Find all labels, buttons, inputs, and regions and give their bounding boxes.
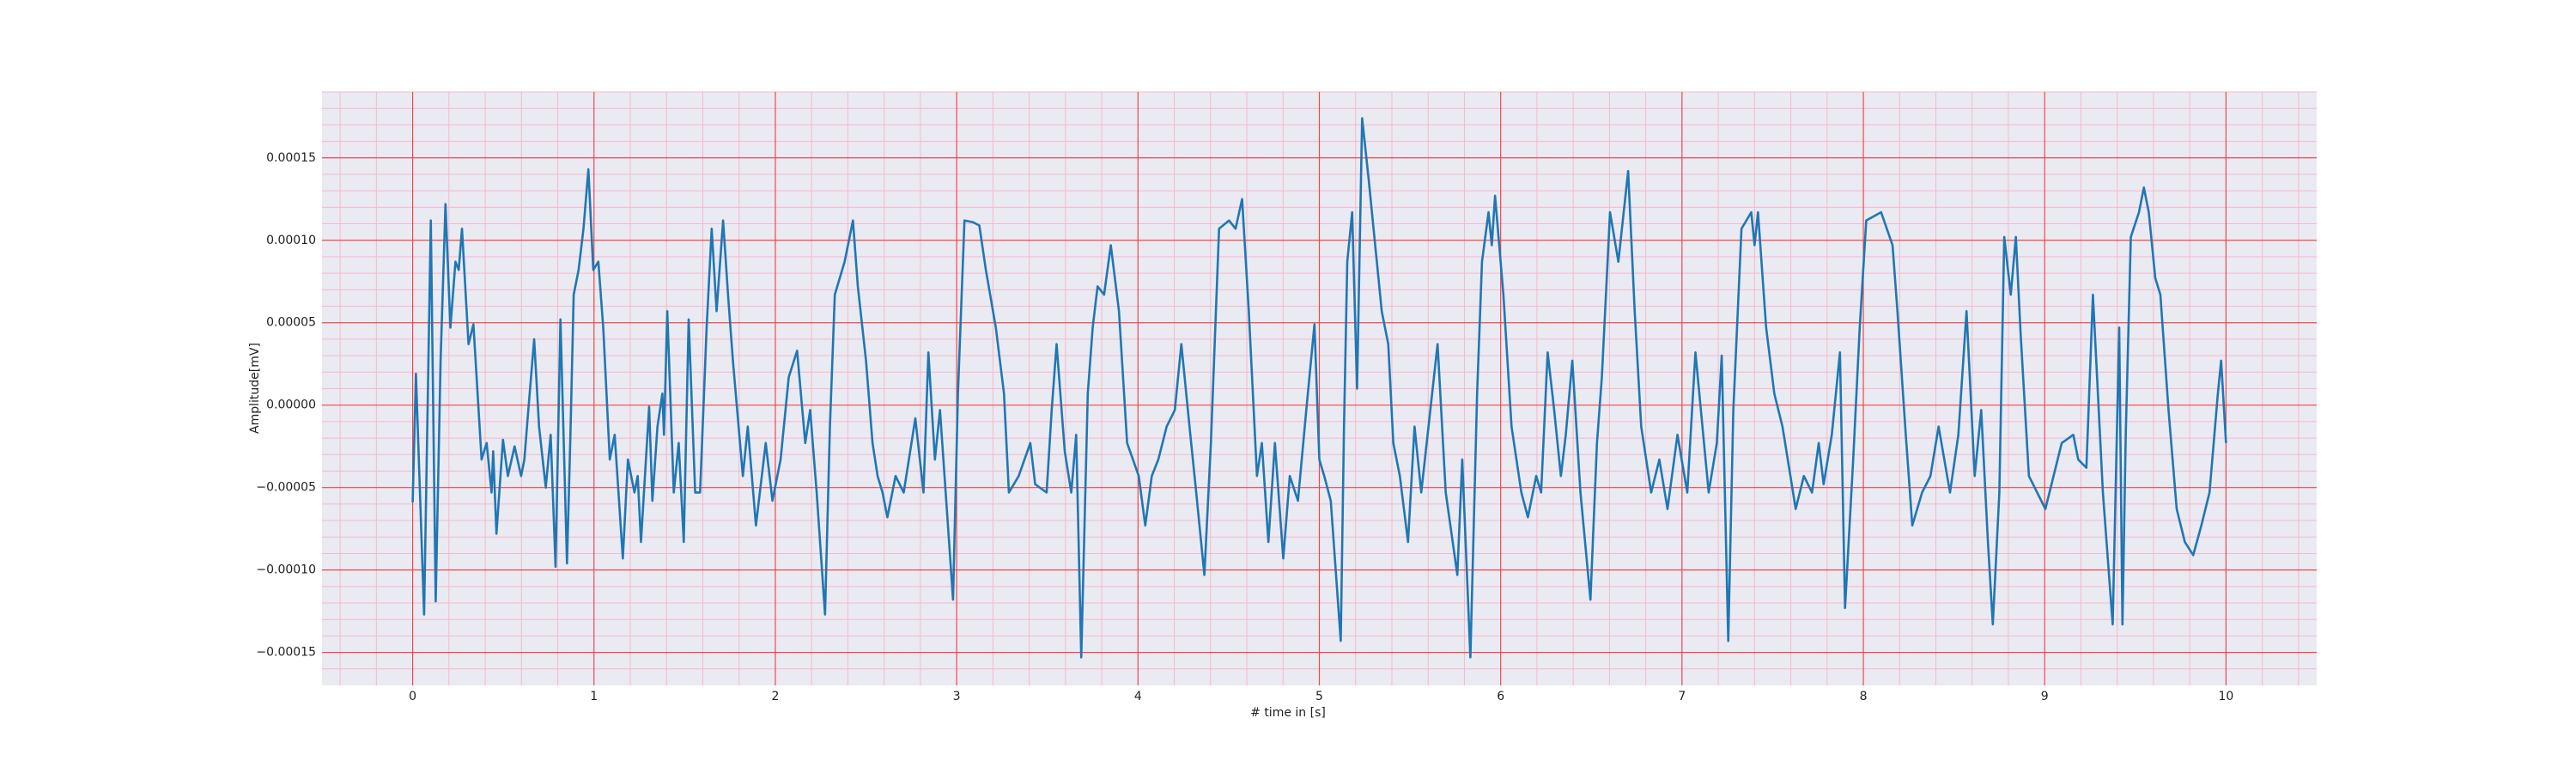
y-tick-label: −0.00015 [256, 646, 316, 660]
signal-line [411, 117, 2227, 659]
x-tick-label: 4 [1134, 690, 1142, 703]
x-tick-label: 0 [409, 690, 416, 703]
x-tick-label: 10 [2218, 690, 2233, 703]
x-tick-label: 5 [1315, 690, 1323, 703]
x-tick-label: 7 [1678, 690, 1686, 703]
y-tick-label: −0.00005 [256, 481, 316, 495]
y-tick-label: −0.00010 [256, 563, 316, 577]
y-tick-label: 0.00000 [266, 399, 316, 412]
x-tick-label: 8 [1860, 690, 1868, 703]
x-tick-label: 6 [1497, 690, 1504, 703]
x-tick-label: 9 [2041, 690, 2049, 703]
x-axis-label: # time in [s] [1250, 706, 1326, 720]
y-axis-label: Amplitude[mV] [248, 343, 262, 434]
y-tick-label: 0.00010 [266, 234, 316, 247]
x-tick-label: 3 [953, 690, 961, 703]
y-tick-label: 0.00005 [266, 316, 316, 330]
y-tick-label: 0.00015 [266, 151, 316, 165]
x-tick-label: 2 [771, 690, 779, 703]
x-tick-label: 1 [590, 690, 598, 703]
